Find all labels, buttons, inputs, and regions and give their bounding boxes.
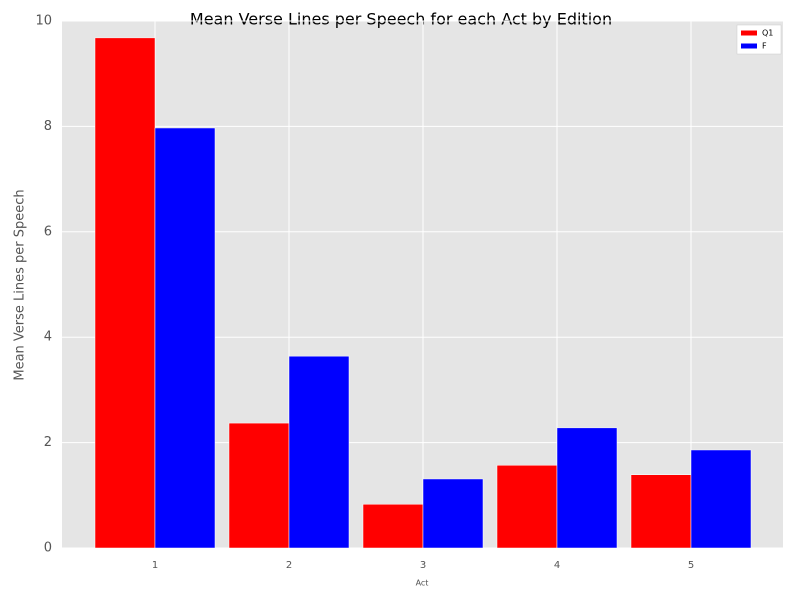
legend-box xyxy=(736,24,782,55)
chart-title: Mean Verse Lines per Speech for each Act… xyxy=(190,10,612,29)
y-tick-label: 2 xyxy=(44,435,52,450)
x-tick-label: 5 xyxy=(688,560,694,571)
bar xyxy=(496,465,558,549)
x-tick-label: 2 xyxy=(286,560,292,571)
y-tick-label: 6 xyxy=(44,224,52,239)
y-tick-label: 0 xyxy=(44,541,52,556)
x-tick-label: 4 xyxy=(554,560,560,571)
legend-swatch xyxy=(741,43,757,49)
bar xyxy=(556,427,618,549)
x-axis-label: Act xyxy=(416,579,429,588)
y-tick-label: 8 xyxy=(44,119,52,134)
bar xyxy=(690,449,752,549)
legend-label: Q1 xyxy=(762,29,773,38)
legend-label: F xyxy=(762,42,767,51)
bar xyxy=(228,422,290,549)
bar xyxy=(154,127,216,549)
legend-swatch xyxy=(741,30,757,36)
bar xyxy=(362,504,424,549)
y-axis-label: Mean Verse Lines per Speech xyxy=(13,189,28,380)
y-tick-label: 10 xyxy=(35,14,52,29)
bar xyxy=(422,478,484,549)
bar xyxy=(94,37,156,549)
x-tick-label: 3 xyxy=(420,560,426,571)
bar xyxy=(630,474,692,549)
bar xyxy=(288,355,350,549)
y-tick-label: 4 xyxy=(44,330,52,345)
x-tick-label: 1 xyxy=(152,560,158,571)
